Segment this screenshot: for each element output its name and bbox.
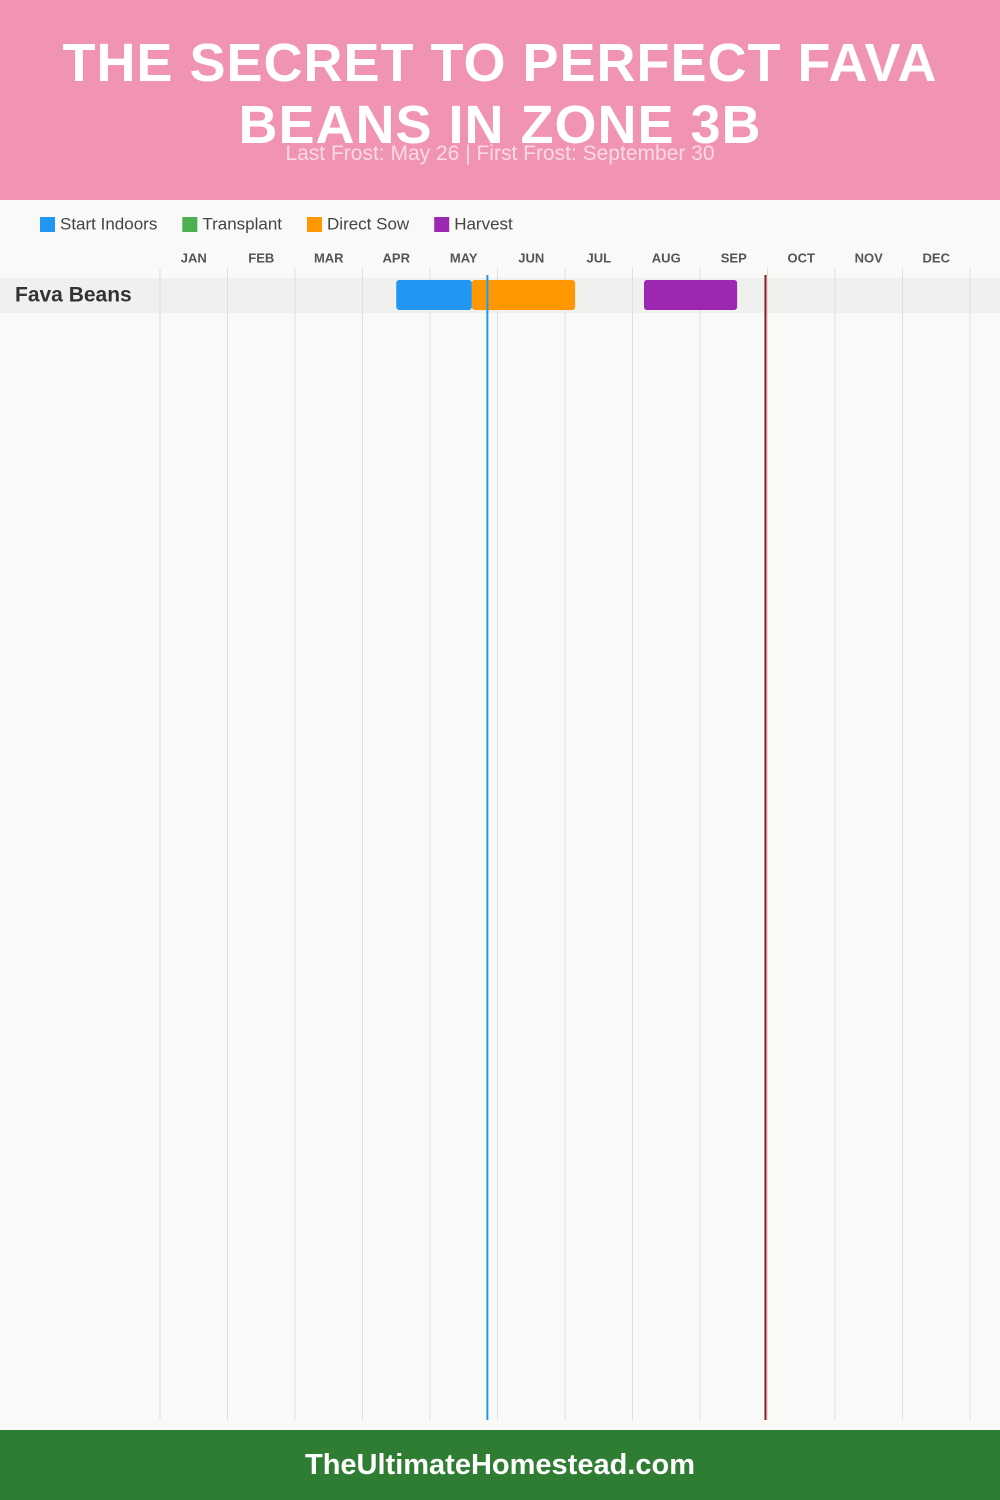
legend-swatch	[434, 217, 450, 232]
x-tick-label: DEC	[923, 250, 951, 265]
legend-label: Transplant	[202, 214, 282, 233]
x-tick-label: NOV	[855, 250, 884, 265]
legend-swatch	[40, 217, 55, 232]
x-tick-label: JUL	[586, 250, 611, 265]
chart-subtitle: Last Frost: May 26 | First Frost: Septem…	[285, 142, 715, 165]
legend-swatch	[307, 217, 323, 232]
footer: TheUltimateHomestead.com	[0, 1430, 1000, 1500]
x-tick-label: MAR	[314, 250, 344, 265]
x-tick-label: JAN	[181, 250, 207, 265]
x-tick-label: MAY	[450, 250, 478, 265]
bar	[471, 280, 576, 310]
x-tick-label: SEP	[721, 250, 747, 265]
header: The Secret to Perfect Fava Beans in Zone…	[0, 0, 1000, 200]
x-tick-label: AUG	[652, 250, 681, 265]
chart-title: The Secret to Perfect Fava Beans in Zone…	[62, 33, 938, 155]
legend-label: Start Indoors	[60, 214, 157, 233]
x-tick-label: FEB	[248, 250, 274, 265]
x-tick-label: OCT	[788, 250, 816, 265]
bar	[643, 280, 738, 310]
row-label: Fava Beans	[15, 284, 132, 307]
bar	[396, 280, 472, 310]
x-tick-label: JUN	[518, 250, 544, 265]
legend-swatch	[182, 217, 198, 232]
legend-label: Harvest	[454, 214, 513, 233]
x-tick-label: APR	[383, 250, 411, 265]
legend-label: Direct Sow	[327, 214, 410, 233]
